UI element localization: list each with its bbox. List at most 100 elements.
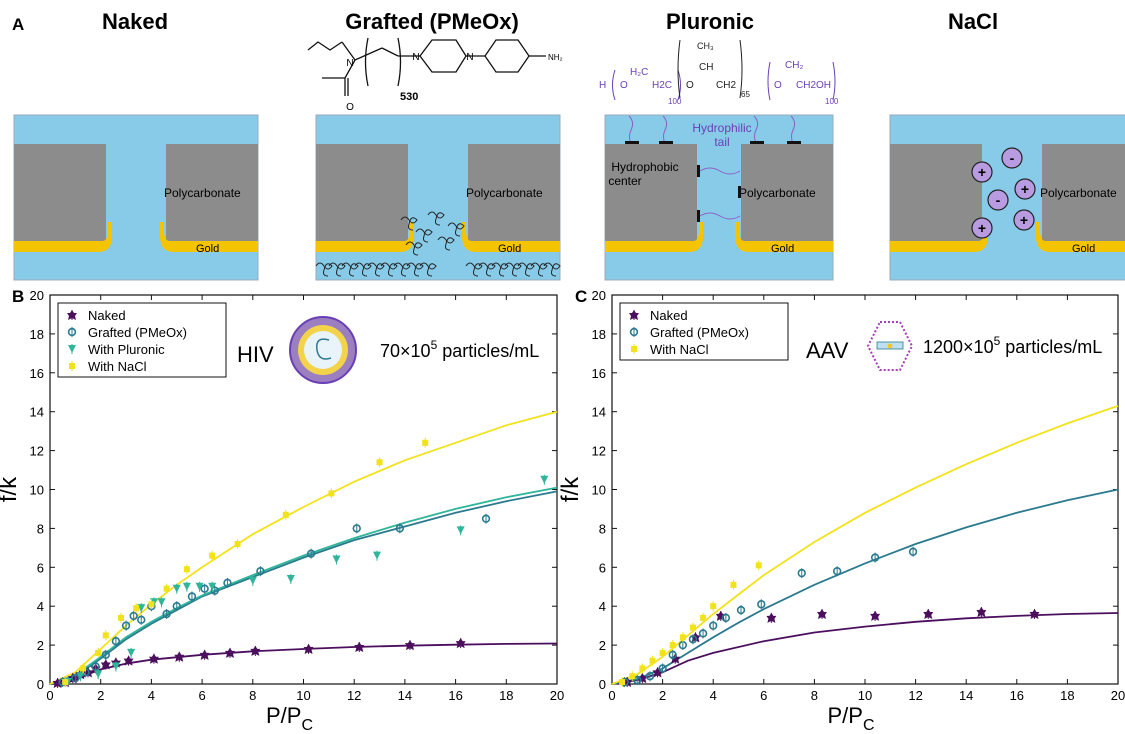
legend-label: With NaCl xyxy=(650,342,709,357)
x-axis-label-subscript: C xyxy=(301,717,313,734)
data-point xyxy=(708,621,718,630)
data-point xyxy=(689,624,696,631)
polycarbonate-left xyxy=(14,144,106,244)
pluronic-n65: 65 xyxy=(741,90,750,99)
gold-right xyxy=(735,222,833,252)
gold-label: Gold xyxy=(1072,243,1095,255)
data-point xyxy=(659,649,666,656)
data-point xyxy=(67,310,77,320)
x-tick-label: 8 xyxy=(249,688,256,703)
pmeox-chain xyxy=(380,262,398,277)
data-point xyxy=(127,648,136,657)
data-point xyxy=(52,678,63,689)
concentration-label: 70×105 particles/mL xyxy=(380,338,539,361)
data-point xyxy=(631,346,637,352)
polycarbonate-label: Polycarbonate xyxy=(164,186,241,200)
aav-icon-dot xyxy=(887,343,893,349)
data-point xyxy=(306,549,316,558)
concentration-exponent: 5 xyxy=(431,338,438,352)
data-point xyxy=(133,605,140,612)
polycarbonate-right xyxy=(166,144,258,244)
y-tick-label: 10 xyxy=(30,483,44,498)
chart-b: B 0 2 4 6 8 10 12 14 16 18 20 0 2 4 6 8 10 12 14 16 18 20 P/PC f… xyxy=(0,287,564,734)
polycarbonate-left xyxy=(890,144,982,244)
data-point xyxy=(148,653,159,664)
data-point xyxy=(256,566,265,576)
pluronic-formula xyxy=(612,39,836,101)
x-tick-label: 14 xyxy=(959,688,973,703)
pluronic-tail xyxy=(790,115,796,145)
data-point xyxy=(208,582,217,591)
data-point xyxy=(698,629,708,638)
polycarbonate-left xyxy=(605,144,697,244)
legend-label: Naked xyxy=(650,308,688,323)
pluronic-oh: OH xyxy=(816,80,831,91)
data-point xyxy=(148,601,155,608)
pluronic-center xyxy=(659,141,673,144)
x-tick-label: 10 xyxy=(858,688,872,703)
polycarbonate-left xyxy=(316,144,408,244)
title-pluronic: Pluronic xyxy=(666,9,754,34)
hiv-icon-core xyxy=(304,331,342,369)
legend-label: With Pluronic xyxy=(88,342,165,357)
fit-curve xyxy=(611,405,1119,685)
data-point xyxy=(670,653,681,664)
y-tick-label: 12 xyxy=(592,444,606,459)
pluronic-tail xyxy=(753,115,759,145)
pmeox-n-atom-3: N xyxy=(466,52,473,63)
data-point xyxy=(224,647,235,658)
data-point xyxy=(248,576,257,585)
ion-circle xyxy=(1001,147,1023,169)
data-point xyxy=(67,327,77,337)
pluronic-center xyxy=(697,210,700,222)
data-point xyxy=(373,551,382,560)
gold-left xyxy=(605,222,703,252)
polycarbonate-label: Polycarbonate xyxy=(1040,186,1117,200)
data-point xyxy=(649,657,656,664)
ion-circle xyxy=(1013,209,1035,231)
y-tick-label: 18 xyxy=(30,327,44,342)
y-tick-label: 8 xyxy=(37,521,44,536)
data-point xyxy=(94,670,103,679)
x-tick-label: 4 xyxy=(710,688,717,703)
y-tick-label: 10 xyxy=(592,483,606,498)
y-tick-label: 12 xyxy=(30,444,44,459)
data-point xyxy=(766,612,777,623)
pluronic-ch2: CH2 xyxy=(716,80,736,91)
pmeox-chain xyxy=(419,262,437,277)
data-point xyxy=(629,327,639,337)
x-tick-label: 12 xyxy=(347,688,361,703)
title-nacl: NaCl xyxy=(948,9,998,34)
virus-label: AAV xyxy=(806,338,849,363)
data-point xyxy=(629,673,636,680)
pmeox-chain xyxy=(465,262,483,277)
y-axis-label: f/k xyxy=(0,476,22,502)
data-point xyxy=(730,581,737,588)
data-point xyxy=(303,643,314,654)
pluronic-tail xyxy=(662,115,668,145)
x-tick-label: 6 xyxy=(198,688,205,703)
x-tick-label: 4 xyxy=(148,688,155,703)
gold-left xyxy=(14,222,112,252)
gold-label: Gold xyxy=(196,243,219,255)
chart-c: C 0 2 4 6 8 10 12 14 16 18 20 0 2 4 6 8 10 12 14 16 18 20 P/PC f… xyxy=(557,287,1125,734)
data-point xyxy=(328,490,335,497)
data-point xyxy=(870,553,880,562)
polycarbonate-label: Polycarbonate xyxy=(466,186,543,200)
data-point xyxy=(395,524,405,533)
data-point xyxy=(832,566,842,576)
data-point xyxy=(182,582,191,591)
pmeox-o-atom: O xyxy=(346,102,354,113)
y-tick-label: 14 xyxy=(30,405,44,420)
legend-label: Naked xyxy=(88,308,126,323)
pmeox-chain xyxy=(341,262,359,277)
y-tick-label: 16 xyxy=(592,366,606,381)
y-tick-label: 2 xyxy=(599,638,606,653)
pluronic-center xyxy=(750,141,764,144)
hydrophilic-label-2: tail xyxy=(714,135,729,149)
pmeox-chain xyxy=(393,262,411,277)
data-point xyxy=(481,514,491,523)
concentration-unit: particles/mL xyxy=(437,341,539,361)
pluronic-h: H xyxy=(599,80,606,91)
y-tick-label: 18 xyxy=(592,327,606,342)
